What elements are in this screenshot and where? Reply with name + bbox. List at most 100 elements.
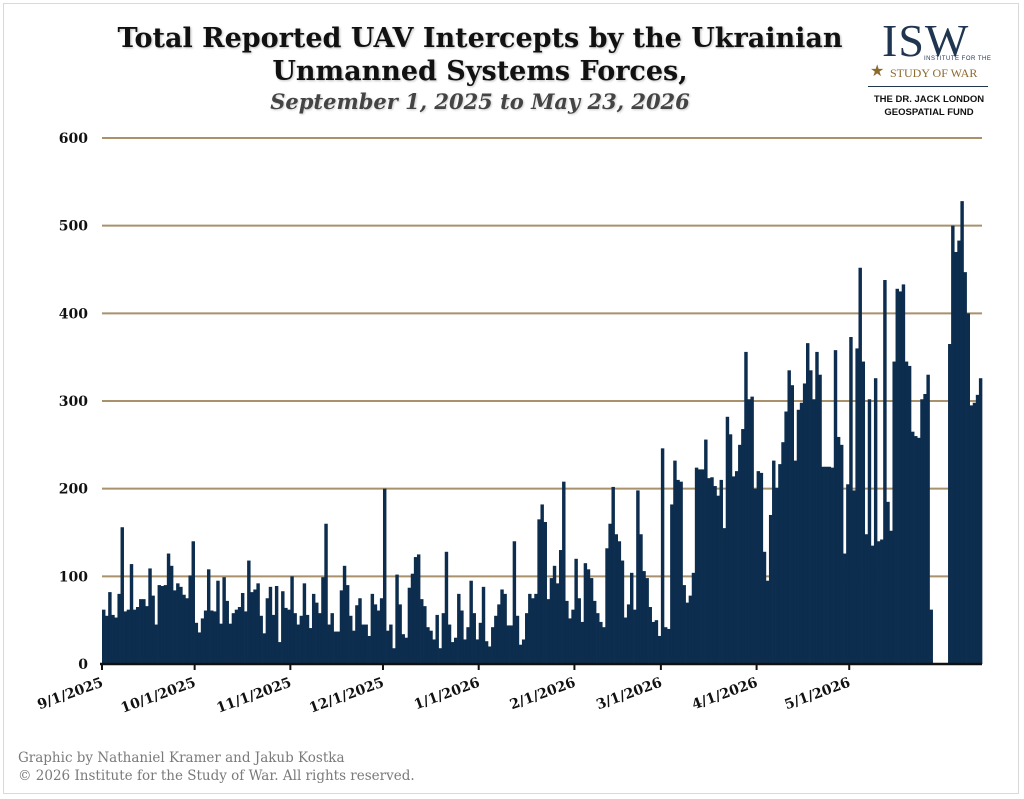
- y-tick-label: 200: [59, 482, 88, 498]
- bar: [352, 630, 356, 664]
- bar: [262, 633, 266, 664]
- chart-title-block: Total Reported UAV Intercepts by the Ukr…: [80, 22, 880, 116]
- bar: [978, 378, 983, 664]
- bar: [188, 575, 192, 664]
- bar: [237, 607, 242, 664]
- bar: [855, 348, 859, 664]
- bar: [679, 481, 683, 664]
- bar: [580, 621, 585, 664]
- bar: [500, 589, 504, 664]
- bar: [747, 399, 751, 664]
- bar: [528, 593, 532, 664]
- bar: [469, 580, 473, 664]
- bar: [392, 648, 396, 664]
- bar: [620, 560, 625, 664]
- bar: [873, 378, 878, 664]
- bar: [636, 490, 640, 664]
- bar: [253, 589, 257, 664]
- bar: [537, 519, 541, 664]
- bar: [105, 615, 109, 664]
- bar: [676, 479, 680, 664]
- bar: [904, 361, 909, 664]
- bar: [827, 466, 832, 664]
- bar: [151, 595, 155, 664]
- bar: [710, 477, 714, 664]
- bar: [568, 618, 572, 664]
- bar: [645, 578, 649, 664]
- bar: [806, 343, 810, 664]
- bar: [111, 614, 115, 664]
- bar: [216, 580, 220, 664]
- bar: [642, 571, 646, 664]
- bar: [540, 504, 544, 664]
- bar: [506, 625, 510, 664]
- bar: [969, 405, 974, 664]
- bar: [185, 598, 189, 664]
- bar: [123, 611, 128, 664]
- y-tick-label: 600: [59, 131, 88, 147]
- bar: [358, 598, 362, 664]
- logo-divider: [868, 86, 988, 87]
- x-tick-label: 3/1/2026: [594, 675, 664, 714]
- bar: [549, 578, 554, 664]
- bar: [382, 488, 387, 664]
- bar: [463, 639, 467, 664]
- bar: [318, 613, 322, 664]
- bar: [660, 448, 665, 664]
- bar: [883, 280, 887, 664]
- bar: [466, 627, 470, 664]
- bar: [583, 563, 588, 664]
- bar: [142, 599, 146, 664]
- fund-label: THE DR. JACK LONDON GEOSPATIAL FUND: [862, 93, 996, 119]
- bar: [395, 574, 399, 664]
- bar: [663, 627, 668, 664]
- y-tick-label: 400: [59, 306, 88, 322]
- bar: [948, 344, 952, 664]
- bar: [787, 370, 791, 664]
- bar: [960, 201, 964, 664]
- bar: [670, 504, 674, 664]
- bar: [370, 593, 375, 664]
- bar: [639, 534, 643, 664]
- bar: [324, 523, 328, 664]
- credit-line-2: © 2026 Institute for the Study of War. A…: [18, 768, 415, 784]
- bar: [682, 585, 686, 664]
- bar: [741, 429, 745, 664]
- bar: [821, 466, 825, 664]
- bar: [793, 460, 798, 664]
- bar: [957, 240, 961, 664]
- bar: [914, 436, 918, 664]
- bar: [901, 284, 906, 664]
- bar: [836, 436, 841, 664]
- bar: [108, 592, 112, 664]
- bar: [203, 610, 208, 664]
- chart-title-line-1: Total Reported UAV Intercepts by the Ukr…: [117, 23, 843, 54]
- bar: [778, 464, 782, 664]
- bar: [339, 590, 344, 664]
- bar: [450, 642, 455, 664]
- chart-title-line-2: Unmanned Systems Forces,: [272, 56, 688, 87]
- credit-line-1: Graphic by Nathaniel Kramer and Jakub Ko…: [18, 750, 345, 766]
- bar: [491, 627, 495, 664]
- bar: [333, 631, 338, 664]
- bar: [605, 548, 609, 664]
- bar: [234, 609, 239, 664]
- bar: [345, 585, 350, 664]
- bar: [364, 624, 368, 664]
- bar: [592, 600, 597, 664]
- bar: [420, 599, 424, 664]
- bar: [268, 586, 273, 664]
- bar: [194, 622, 199, 664]
- bar: [247, 560, 251, 664]
- bar: [626, 604, 631, 664]
- bar: [413, 557, 418, 664]
- bar: [870, 545, 875, 664]
- bar: [336, 631, 341, 664]
- bar: [379, 598, 384, 664]
- bar: [305, 614, 310, 664]
- bar: [460, 610, 464, 664]
- bar: [889, 530, 893, 664]
- bar: [228, 623, 233, 664]
- x-tick-label: 10/1/2025: [119, 675, 198, 717]
- bar: [518, 644, 523, 664]
